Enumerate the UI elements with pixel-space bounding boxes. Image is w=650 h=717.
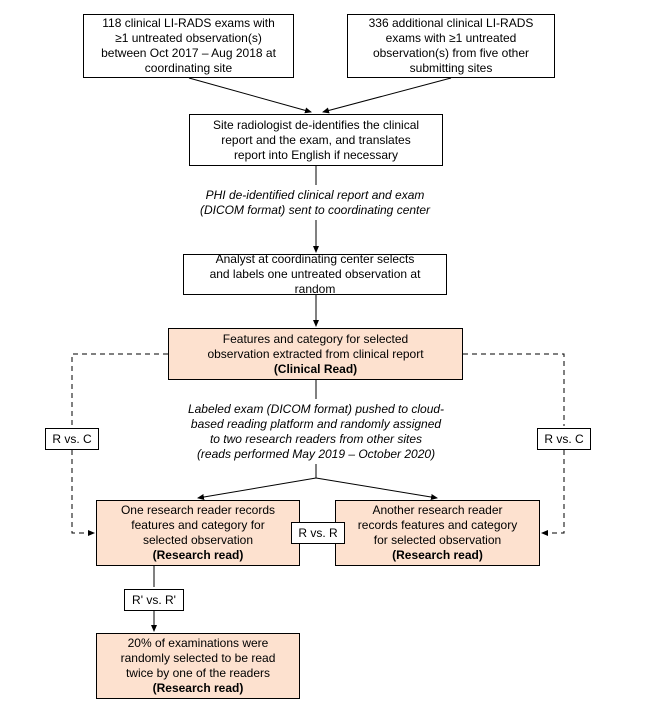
text: Analyst at coordinating center selectsan…	[190, 252, 440, 297]
label-phi: PHI de-identified clinical report and ex…	[170, 188, 460, 218]
text: Another research readerrecords features …	[358, 503, 517, 563]
box-twenty-percent: 20% of examinations wererandomly selecte…	[96, 633, 300, 699]
label-labeled-exam: Labeled exam (DICOM format) pushed to cl…	[164, 402, 468, 462]
box-r-vs-c-right: R vs. C	[537, 428, 591, 450]
text: PHI de-identified clinical report and ex…	[200, 188, 430, 217]
box-r-vs-c-left: R vs. C	[45, 428, 99, 450]
text: One research reader recordsfeatures and …	[121, 503, 275, 563]
box-source-coordinating: 118 clinical LI-RADS exams with≥1 untrea…	[83, 14, 294, 78]
box-rprime-vs-rprime: R' vs. R'	[124, 589, 184, 611]
box-source-other-sites: 336 additional clinical LI-RADSexams wit…	[347, 14, 555, 78]
text: Features and category for selectedobserv…	[207, 332, 423, 377]
text: R vs. C	[52, 432, 91, 447]
text: Site radiologist de-identifies the clini…	[213, 118, 419, 163]
text: R vs. R	[298, 526, 337, 541]
box-research-reader-1: One research reader recordsfeatures and …	[96, 500, 300, 566]
text: 118 clinical LI-RADS exams with≥1 untrea…	[101, 16, 276, 76]
box-clinical-read: Features and category for selectedobserv…	[168, 328, 463, 380]
box-research-reader-2: Another research readerrecords features …	[335, 500, 540, 566]
text: R' vs. R'	[132, 593, 176, 608]
text: 336 additional clinical LI-RADSexams wit…	[369, 16, 534, 76]
flowchart-canvas: 118 clinical LI-RADS exams with≥1 untrea…	[0, 0, 650, 717]
text: Labeled exam (DICOM format) pushed to cl…	[188, 402, 444, 461]
box-r-vs-r: R vs. R	[291, 522, 345, 544]
text: R vs. C	[544, 432, 583, 447]
text: 20% of examinations wererandomly selecte…	[121, 636, 276, 696]
box-analyst: Analyst at coordinating center selectsan…	[183, 254, 447, 295]
box-deidentify: Site radiologist de-identifies the clini…	[189, 114, 443, 166]
